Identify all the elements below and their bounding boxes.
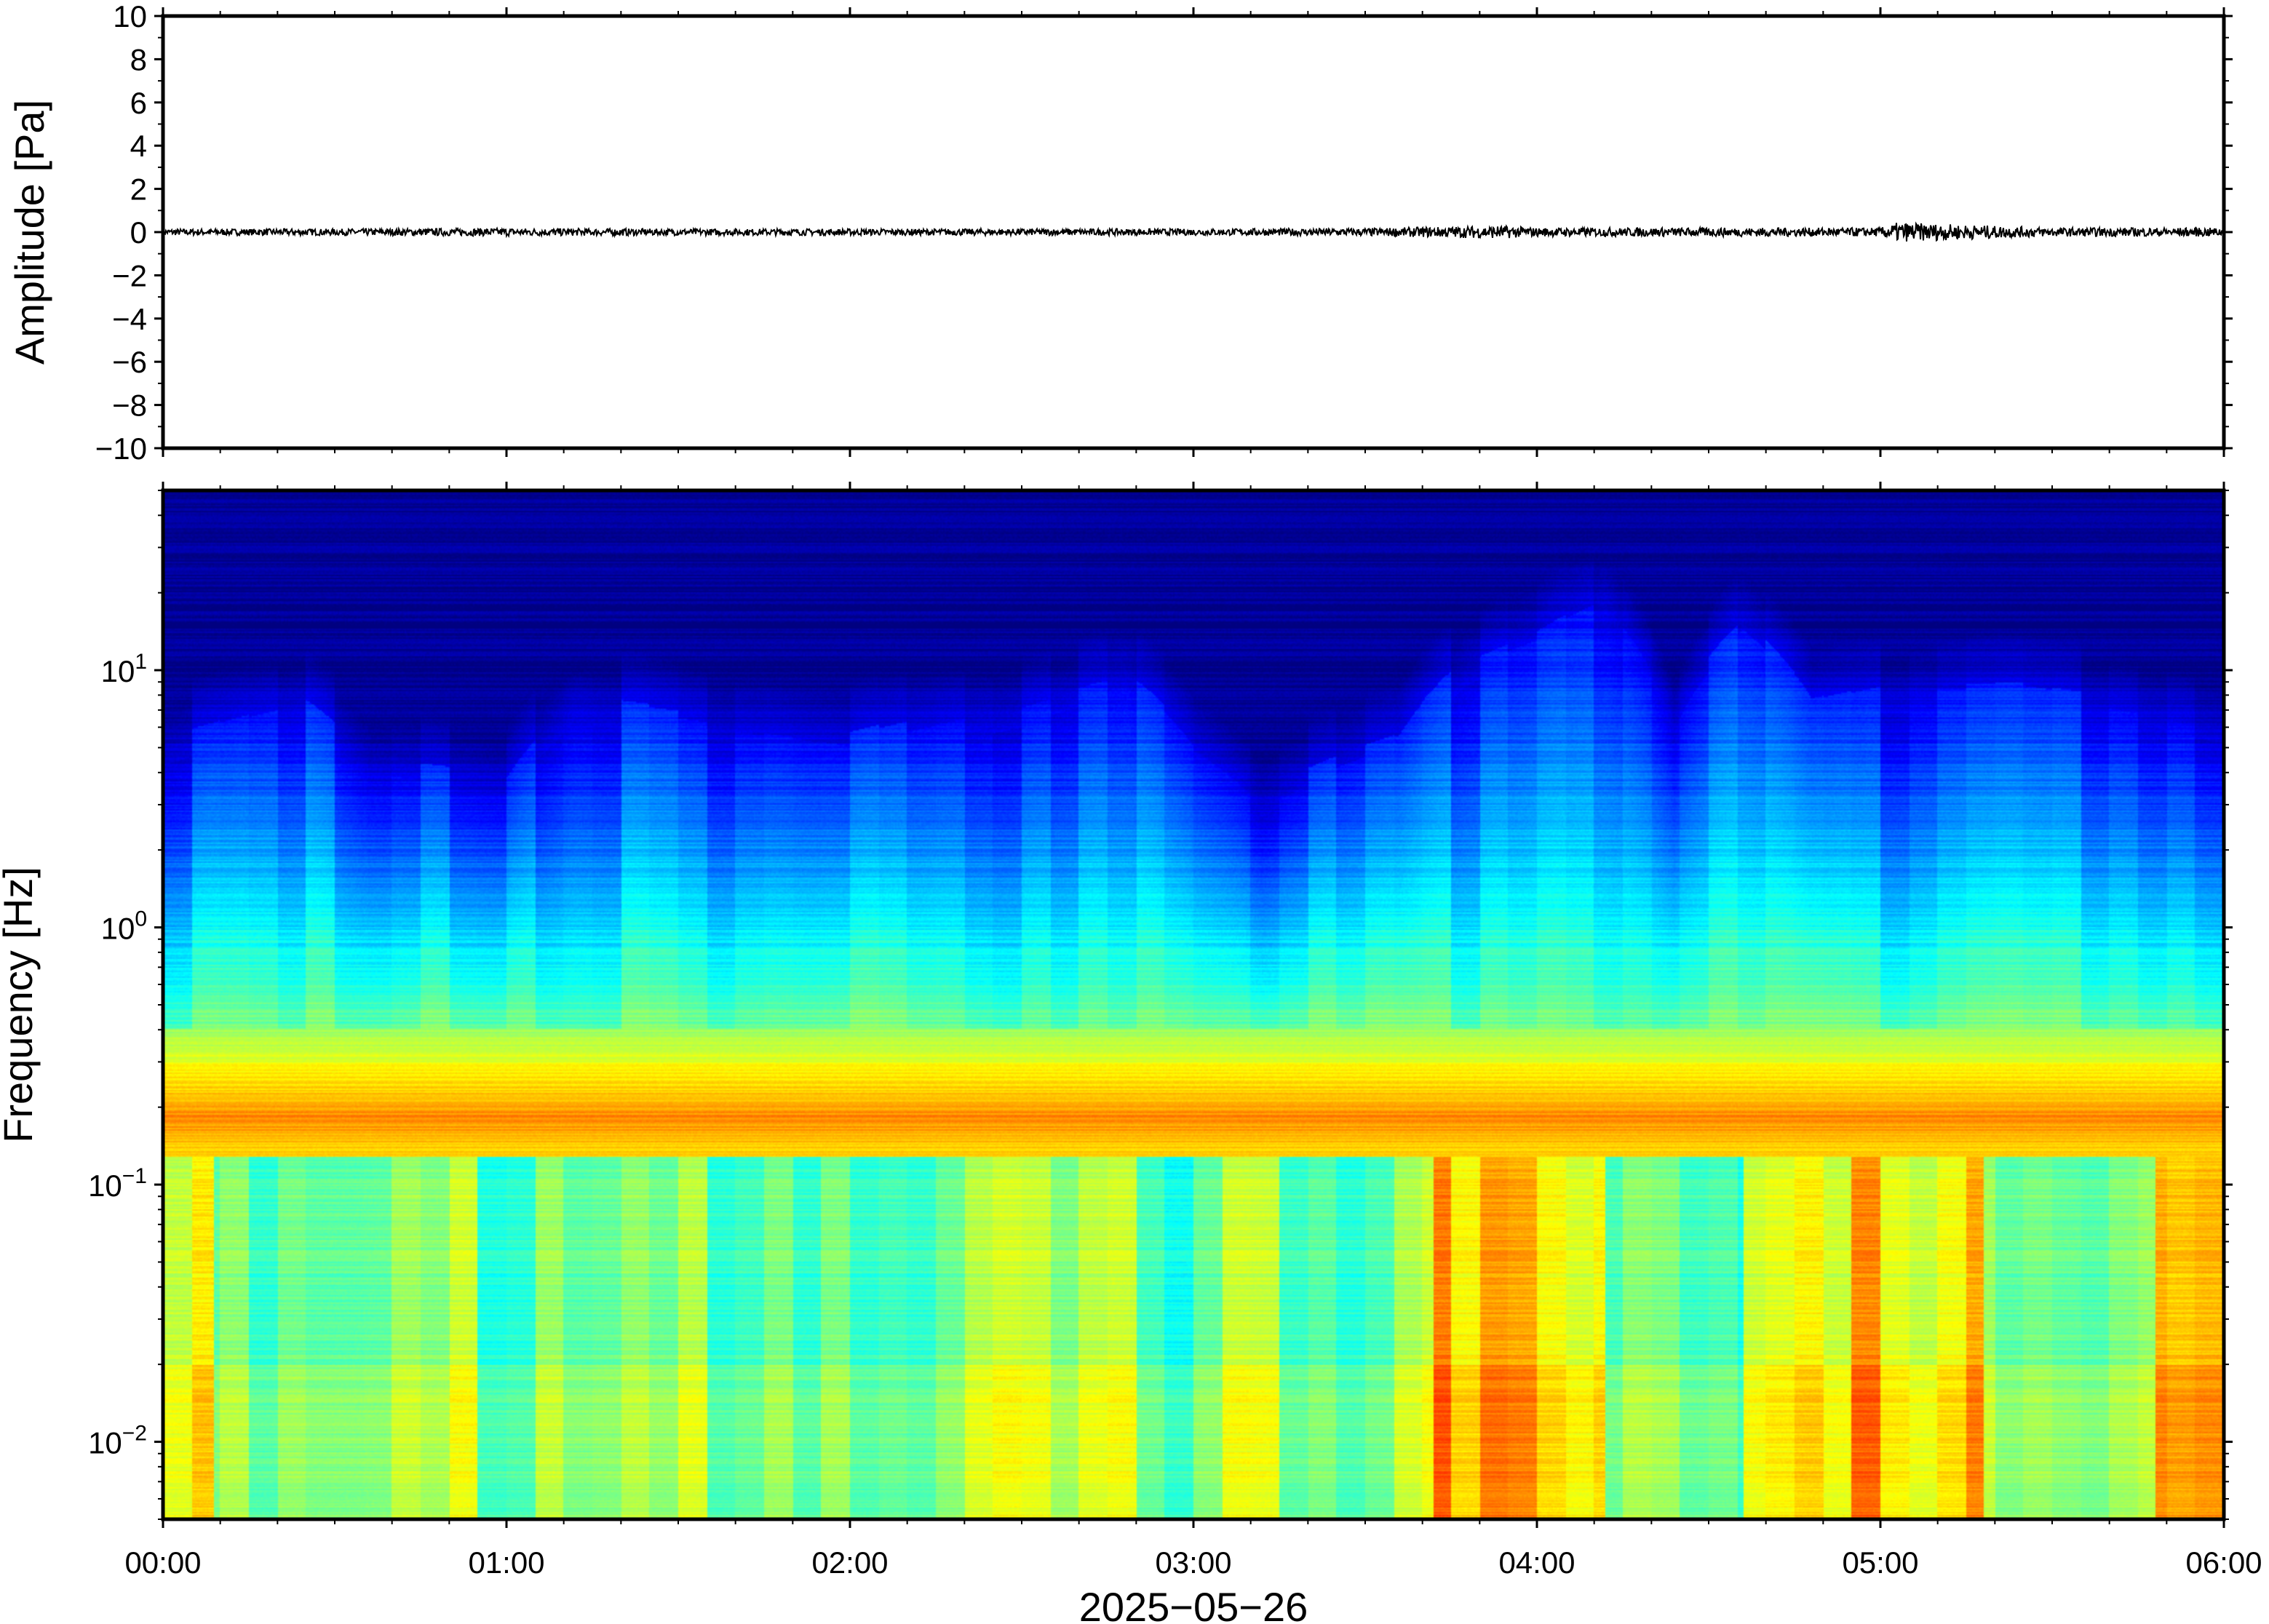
frequency-tick-exponent: 0 [135,907,147,931]
amplitude-tick-label: −8 [112,389,147,423]
frequency-tick-base: 10 [101,912,135,946]
amplitude-tick-label: 10 [113,0,147,33]
frequency-tick-label: 10−1 [88,1164,147,1203]
amplitude-tick-label: −2 [112,258,147,292]
waveform-panel: 10 8 6 4 2 0 −2 −4 −6 −8 −10 Amplitude [Pa] [7,0,2233,466]
spectrogram-frame [161,488,2226,1521]
time-tick-label: 03:00 [1155,1545,1231,1580]
frequency-tick-exponent: 1 [135,650,147,674]
amplitude-tick-label: 6 [130,86,147,120]
time-tick-label: 05:00 [1842,1545,1918,1580]
amplitude-tick-label: −4 [112,302,147,336]
time-tick-label: 04:00 [1498,1545,1575,1580]
spectrogram-image [163,490,2224,1519]
frequency-tick-label: 101 [101,650,147,688]
amplitude-tick-label: 8 [130,42,147,76]
time-tick-label: 00:00 [124,1545,201,1580]
frequency-tick-base: 10 [88,1169,122,1203]
frequency-tick-label: 10−2 [88,1422,147,1460]
amplitude-axis-label: Amplitude [Pa] [7,100,52,365]
amplitude-tick-label: −10 [95,431,147,466]
amplitude-tick-label: 0 [130,215,147,250]
time-tick-label: 06:00 [2185,1545,2262,1580]
frequency-tick-label: 100 [101,907,147,946]
frequency-tick-base: 10 [88,1426,122,1460]
time-tick-label: 01:00 [468,1545,544,1580]
time-tick-label: 02:00 [811,1545,888,1580]
frequency-axis-label: Frequency [Hz] [0,867,41,1143]
frequency-tick-exponent: −2 [122,1422,147,1446]
frequency-tick-exponent: −1 [122,1164,147,1188]
date-axis-label: 2025−05−26 [1079,1584,1308,1624]
waveform-trace [162,221,2225,242]
amplitude-tick-label: −6 [112,345,147,379]
frequency-tick-base: 10 [101,654,135,688]
amplitude-tick-label: 2 [130,172,147,207]
amplitude-tick-label: 4 [130,129,147,163]
